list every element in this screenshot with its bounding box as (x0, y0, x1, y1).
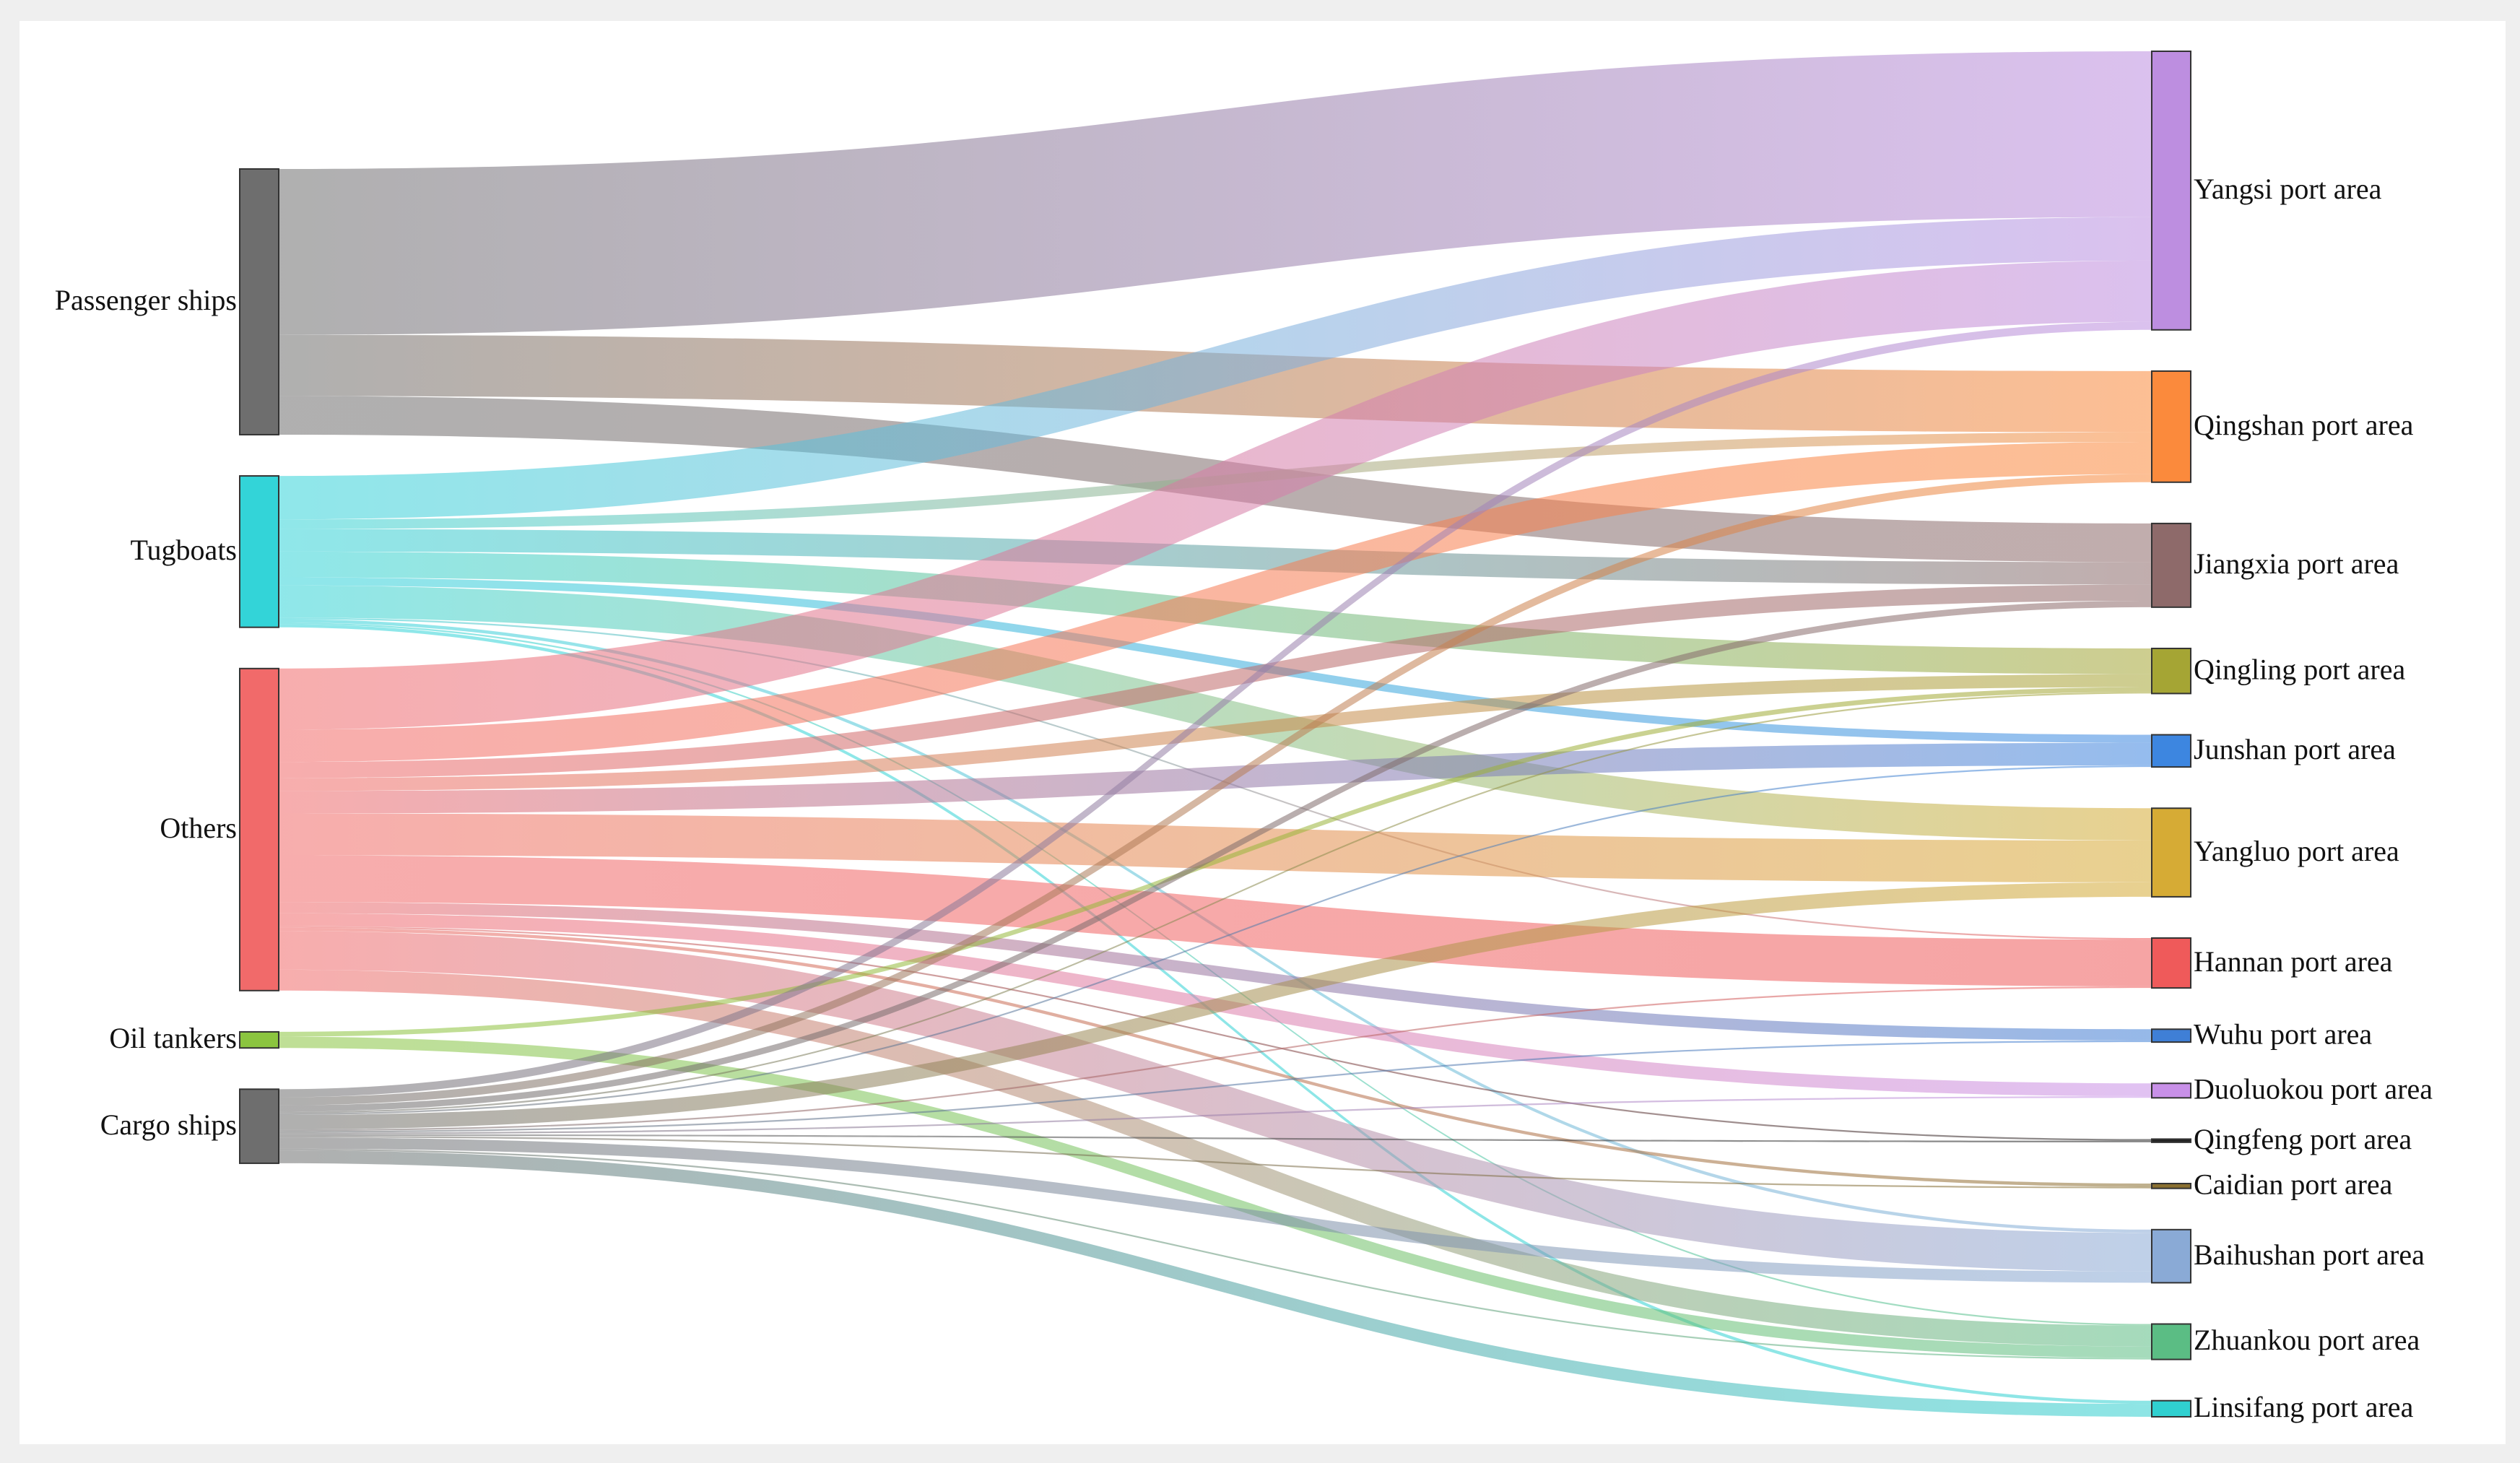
link (279, 600, 2152, 1112)
link (279, 529, 2152, 585)
source-label: Cargo ships (100, 1108, 237, 1141)
node (2151, 1138, 2191, 1143)
target-label: Wuhu port area (2194, 1017, 2372, 1050)
target-label: Yangluo port area (2194, 835, 2399, 867)
link (279, 927, 2152, 1187)
node (2151, 1183, 2191, 1189)
link (279, 926, 2152, 1141)
node (2151, 1082, 2191, 1099)
target-label: Baihushan port area (2194, 1238, 2425, 1271)
node (239, 1030, 279, 1049)
links (279, 51, 2152, 1417)
link (279, 855, 2152, 986)
node (2151, 1323, 2191, 1360)
nodes: Passenger ships Tugboats Others Oil tankers… (55, 51, 2433, 1423)
target-label: Zhuankou port area (2194, 1324, 2420, 1356)
node (2151, 1399, 2191, 1418)
node (239, 168, 279, 435)
node (2151, 1228, 2191, 1284)
target-label: Caidian port area (2194, 1168, 2393, 1201)
link (279, 217, 2152, 520)
target-label: Qingling port area (2194, 653, 2405, 685)
link (279, 577, 2152, 743)
link (279, 687, 2152, 1037)
node (2151, 51, 2191, 331)
target-label: Duoluokou port area (2194, 1072, 2433, 1105)
node (239, 475, 279, 628)
link (279, 674, 2152, 791)
source-label: Passenger ships (55, 284, 237, 316)
link (279, 1137, 2152, 1283)
link (279, 742, 2152, 814)
link (279, 1040, 2152, 1133)
link (279, 584, 2152, 778)
link (279, 1096, 2152, 1134)
link (279, 765, 2152, 1116)
target-label: Junshan port area (2194, 733, 2396, 765)
link (279, 51, 2152, 335)
link (279, 1148, 2152, 1360)
link (279, 692, 2152, 1113)
target-label: Yangsi port area (2194, 173, 2382, 205)
link (279, 321, 2152, 1098)
target-label: Qingshan port area (2194, 409, 2414, 441)
node (239, 1088, 279, 1164)
link (279, 931, 2152, 1272)
node (2151, 734, 2191, 768)
node (2151, 937, 2191, 989)
node (2151, 647, 2191, 695)
target-label: Hannan port area (2194, 945, 2393, 978)
link (279, 1136, 2152, 1189)
node (2151, 370, 2191, 483)
link (279, 1036, 2152, 1358)
link (279, 442, 2152, 763)
node (239, 667, 279, 991)
link (279, 986, 2152, 1132)
node (2151, 807, 2191, 898)
source-label: Tugboats (131, 534, 237, 566)
link (279, 969, 2152, 1347)
link (279, 1134, 2152, 1142)
link (279, 813, 2152, 882)
link (279, 882, 2152, 1130)
node (2151, 1028, 2191, 1043)
link (279, 260, 2152, 730)
link (279, 624, 2152, 1405)
target-label: Linsifang port area (2194, 1391, 2414, 1423)
node (2151, 522, 2191, 608)
link (279, 474, 2152, 1106)
target-label: Jiangxia port area (2194, 547, 2399, 580)
link (279, 1150, 2152, 1417)
source-label: Oil tankers (109, 1022, 237, 1054)
link (279, 902, 2152, 1041)
source-label: Others (160, 812, 237, 844)
target-label: Qingfeng port area (2194, 1123, 2412, 1155)
